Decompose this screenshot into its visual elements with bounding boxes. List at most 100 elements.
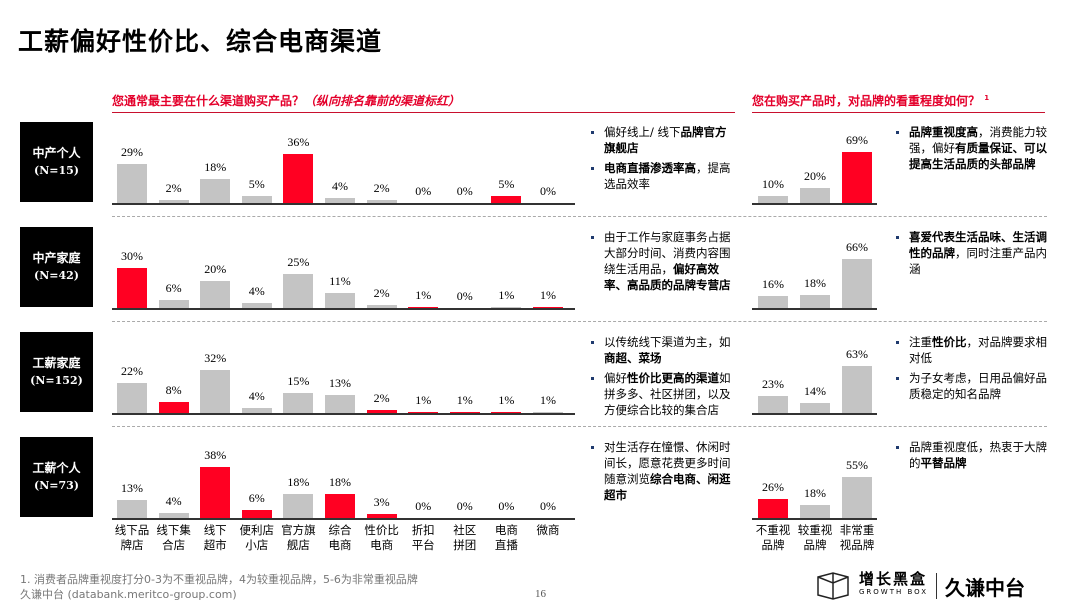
brand-bar	[800, 294, 830, 308]
channel-bar	[533, 306, 563, 308]
row-divider	[112, 426, 1047, 427]
brand-value-label: 10%	[762, 176, 784, 191]
brand-axis	[752, 308, 877, 310]
brand-value-label: 66%	[846, 240, 868, 255]
row-divider	[112, 321, 1047, 322]
channel-value-label: 5%	[498, 177, 515, 192]
bullet: 品牌重视度低，热衷于大牌的平替品牌	[893, 439, 1048, 471]
channel-axis	[112, 413, 575, 415]
channel-bar	[200, 466, 231, 518]
channel-bar	[366, 513, 397, 518]
channel-notes: 以传统线下渠道为主，如商超、菜场 偏好性价比更高的渠道如拼多多、社区拼团，以及方便…	[588, 334, 738, 422]
channel-value-label: 29%	[121, 144, 143, 159]
channel-bar	[491, 196, 522, 203]
brand-bar	[758, 498, 788, 518]
bullet: 电商直播渗透率高，提高选品效率	[588, 160, 738, 192]
channel-bar	[158, 512, 189, 518]
channel-value-label: 4%	[248, 388, 265, 403]
brand-value-label: 14%	[804, 383, 826, 398]
channel-question-text: 您通常最主要在什么渠道购买产品？	[112, 94, 305, 108]
brand-value-label: 16%	[762, 277, 784, 292]
brand-notes: 品牌重视度低，热衷于大牌的平替品牌	[893, 439, 1048, 475]
channel-bar	[158, 299, 189, 308]
row-divider	[112, 216, 1047, 217]
channel-bar	[200, 281, 231, 308]
channel-category-label: 线下品 牌店	[114, 523, 150, 552]
channel-bar	[117, 500, 147, 518]
segment-sample-size: (N=73)	[34, 479, 79, 492]
channel-value-label: 8%	[165, 383, 182, 398]
brand-value-label: 26%	[762, 479, 784, 494]
channel-value-label: 38%	[204, 447, 227, 462]
channel-value-label: 1%	[540, 287, 556, 302]
channel-value-label: 18%	[329, 474, 351, 489]
channel-bar	[200, 178, 231, 203]
channel-category-label: 社区 拼团	[453, 523, 477, 552]
growth-box-cn: 增长黑盒	[859, 570, 928, 588]
channel-value-label: 30%	[121, 248, 143, 263]
channel-bar	[241, 509, 272, 518]
brand-notes: 注重性价比，对品牌要求相对低 为子女考虑，日用品偏好品质稳定的知名品牌	[893, 334, 1048, 406]
channel-axis	[112, 518, 575, 520]
channel-bar	[158, 402, 189, 413]
page-title: 工薪偏好性价比、综合电商渠道	[18, 27, 383, 56]
channel-bar	[241, 302, 272, 308]
channel-bar	[283, 154, 314, 203]
growth-box-en: GROWTH BOX	[859, 588, 929, 596]
channel-value-label: 1%	[540, 392, 556, 407]
growth-box-icon	[817, 572, 849, 600]
channel-bar	[533, 411, 563, 413]
channel-value-label: 0%	[456, 289, 473, 303]
brand-bar	[842, 477, 872, 518]
channel-category-label: 线下集 合店	[156, 523, 191, 552]
footnote-ref: 1	[984, 94, 990, 102]
channel-bar	[491, 306, 522, 308]
brand-notes: 品牌重视度高，消费能力较强，偏好有质量保证、可以提高生活品质的头部品牌	[893, 124, 1048, 176]
channel-value-label: 0%	[498, 499, 515, 513]
channel-value-label: 1%	[498, 287, 515, 302]
brand-value-label: 23%	[762, 376, 784, 391]
channel-bar	[117, 267, 147, 308]
channel-category-label: 便利店 小店	[239, 523, 275, 552]
bullet: 品牌重视度高，消费能力较强，偏好有质量保证、可以提高生活品质的头部品牌	[893, 124, 1048, 172]
channel-bar	[117, 383, 147, 413]
channel-value-label: 13%	[121, 481, 143, 496]
page-number: 16	[535, 588, 546, 600]
source: 久谦中台 (databank.meritco-group.com)	[20, 588, 237, 601]
channel-value-label: 0%	[415, 499, 432, 513]
segment-label: 工薪个人 (N=73)	[20, 437, 93, 517]
bullet: 偏好性价比更高的渠道如拼多多、社区拼团，以及方便综合比较的集合店	[588, 370, 738, 418]
channel-bar	[325, 395, 355, 413]
channel-value-label: 4%	[332, 178, 348, 193]
channel-category-label: 官方旗 舰店	[281, 523, 316, 552]
brand-bar	[842, 259, 872, 308]
channel-category-label: 线下 超市	[203, 523, 227, 552]
brand-bar	[758, 195, 788, 203]
channel-notes: 对生活存在憧憬、休闲时间长，愿意花费更多时间随意浏览综合电商、闲逛超市	[588, 439, 738, 507]
channel-value-label: 2%	[373, 286, 390, 301]
channel-value-label: 36%	[287, 135, 310, 150]
bullet: 为子女考虑，日用品偏好品质稳定的知名品牌	[893, 370, 1048, 402]
channel-question-note: （纵向排名靠前的渠道标红）	[304, 94, 461, 108]
channel-bar	[117, 163, 147, 203]
channel-bar	[283, 392, 314, 413]
segment-name: 中产个人	[32, 146, 81, 160]
bullet: 注重性价比，对品牌要求相对低	[893, 334, 1048, 366]
brand-bar	[842, 151, 872, 203]
segment-name: 工薪家庭	[32, 356, 81, 370]
channel-value-label: 4%	[165, 493, 182, 508]
channel-value-label: 0%	[456, 184, 473, 198]
channel-notes: 由于工作与家庭事务占据大部分时间、消费内容围绕生活用品，偏好高效率、高品质的品牌…	[588, 229, 738, 297]
brand-bar	[758, 395, 788, 413]
channel-category-label: 综合 电商	[328, 523, 352, 552]
channel-bar	[408, 306, 439, 308]
channel-axis	[112, 203, 575, 205]
channel-category-label: 折扣 平台	[411, 523, 435, 552]
brand-axis	[752, 413, 877, 415]
channel-bar	[283, 493, 314, 518]
brand-axis	[752, 203, 877, 205]
segment-name: 工薪个人	[32, 461, 81, 475]
channel-value-label: 6%	[165, 280, 182, 295]
channel-value-label: 25%	[287, 255, 310, 270]
logo: 增长黑盒 GROWTH BOX 久谦中台	[815, 571, 1025, 601]
